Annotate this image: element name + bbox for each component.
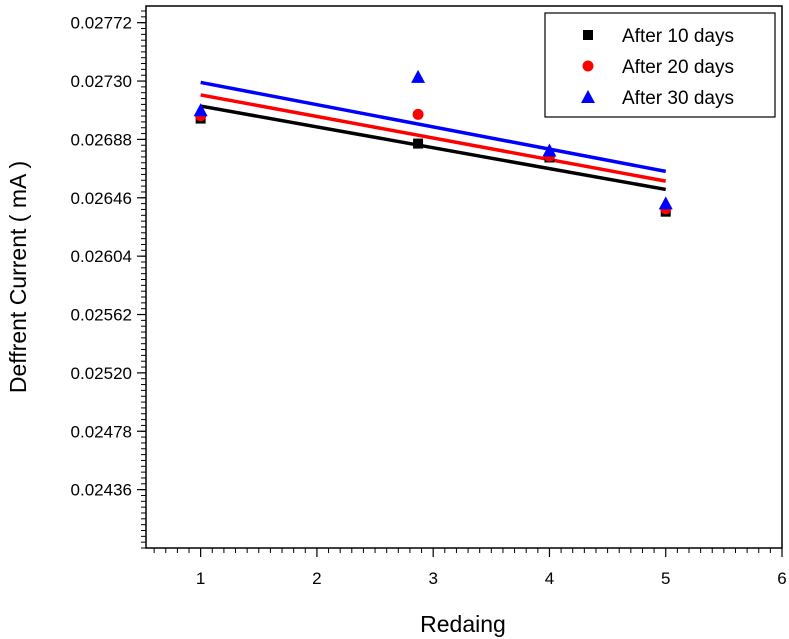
plot-area: [145, 5, 783, 549]
x-tick-label: 6: [777, 569, 786, 588]
y-tick-label: 0.02646: [71, 189, 132, 208]
legend-marker: [582, 60, 594, 72]
y-tick-label: 0.02772: [71, 14, 132, 33]
y-tick-label: 0.02562: [71, 306, 132, 325]
y-tick-label: 0.02436: [71, 481, 132, 500]
data-point: [412, 108, 424, 120]
x-tick-label: 5: [661, 569, 670, 588]
fit-lines: [200, 80, 667, 192]
legend-label: After 20 days: [622, 57, 734, 78]
fit-line: [200, 93, 667, 183]
axes-frame: [145, 5, 783, 549]
data-markers: [193, 69, 673, 217]
data-point: [658, 196, 673, 210]
y-tick-label: 0.02688: [71, 130, 132, 149]
y-tick-label: 0.02604: [71, 247, 132, 266]
y-tick-label: 0.02730: [71, 72, 132, 91]
legend: After 10 days After 20 days After 30 days: [544, 12, 776, 118]
x-tick-label: 2: [312, 569, 321, 588]
legend-label: After 30 days: [622, 88, 734, 109]
axis-ticks: [137, 10, 783, 557]
y-axis-title: Deffrent Current ( mA ): [5, 161, 31, 393]
y-tick-label: 0.02520: [71, 364, 132, 383]
legend-label: After 10 days: [622, 26, 734, 47]
axis-tick-labels: 1 2 3 4 5 6 0.02436 0.02478 0.02520 0.02562 0.0260…: [71, 14, 787, 588]
x-tick-label: 1: [196, 569, 205, 588]
x-tick-label: 4: [545, 569, 554, 588]
data-point: [193, 103, 208, 117]
data-point: [413, 138, 424, 149]
fit-line: [200, 80, 667, 174]
x-tick-label: 3: [428, 569, 437, 588]
y-tick-label: 0.02478: [71, 422, 132, 441]
fit-line: [200, 104, 667, 192]
data-point: [542, 143, 557, 157]
legend-marker: [581, 90, 595, 103]
data-point: [411, 69, 426, 83]
x-axis-title: Redaing: [420, 611, 506, 637]
legend-marker: [583, 30, 593, 40]
